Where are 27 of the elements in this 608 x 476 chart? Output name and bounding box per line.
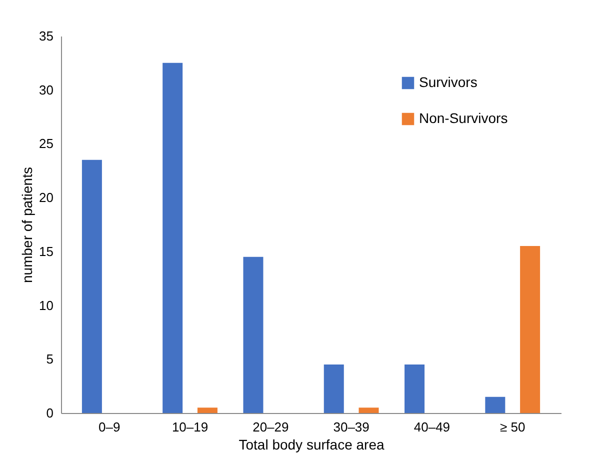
y-tick-label: 35 xyxy=(39,28,54,44)
x-axis-title: Total body surface area xyxy=(238,436,384,452)
y-tick-label: 10 xyxy=(39,298,54,313)
bar xyxy=(358,408,379,413)
bar xyxy=(162,62,183,413)
x-tick-label: 10–19 xyxy=(172,420,208,434)
x-tick-label: 40–49 xyxy=(414,420,450,434)
x-tick-label: 20–29 xyxy=(252,420,289,434)
bar xyxy=(485,396,506,413)
bar xyxy=(324,364,344,413)
bar xyxy=(197,408,218,413)
y-tick-label: 30 xyxy=(39,82,54,98)
legend-label: Survivors xyxy=(419,74,478,90)
y-tick-label: 15 xyxy=(39,244,54,259)
y-tick-label: 0 xyxy=(46,406,54,420)
y-tick-label: 25 xyxy=(39,136,54,152)
y-axis-title: number of patients xyxy=(19,167,36,283)
x-tick-label: ≥ 50 xyxy=(500,420,526,434)
legend-label: Non-Survivors xyxy=(419,110,508,126)
bar xyxy=(404,364,425,413)
x-tick-label: 30–39 xyxy=(333,420,370,434)
bar xyxy=(82,160,102,413)
y-tick-label: 5 xyxy=(46,352,54,367)
y-tick-label: 20 xyxy=(39,190,54,206)
x-tick-label: 0–9 xyxy=(98,420,120,434)
bar xyxy=(243,256,264,413)
bar xyxy=(520,246,540,413)
